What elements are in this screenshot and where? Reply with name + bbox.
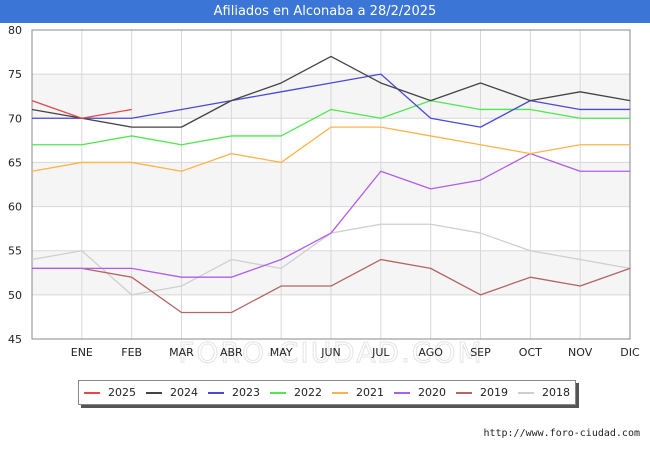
legend-swatch [394, 391, 410, 394]
y-tick-label: 80 [8, 24, 22, 37]
y-tick-label: 50 [8, 289, 22, 302]
legend-item-2021: 2021 [332, 386, 384, 399]
y-tick-label: 70 [8, 112, 22, 125]
legend-item-2019: 2019 [456, 386, 508, 399]
x-tick-label: MAY [270, 346, 293, 359]
y-tick-label: 75 [8, 68, 22, 81]
legend-label: 2022 [294, 386, 322, 399]
series-line-2021 [31, 126, 630, 172]
x-tick-label: MAR [169, 346, 194, 359]
legend-item-2024: 2024 [146, 386, 198, 399]
series-line-2025 [31, 100, 132, 119]
legend-swatch [332, 391, 348, 394]
legend-item-2023: 2023 [208, 386, 260, 399]
legend-label: 2020 [418, 386, 446, 399]
legend-label: 2023 [232, 386, 260, 399]
legend-swatch [518, 391, 534, 394]
y-tick-label: 65 [8, 156, 22, 169]
source-url[interactable]: http://www.foro-ciudad.com [483, 428, 640, 439]
legend-label: 2025 [108, 386, 136, 399]
y-tick-label: 45 [8, 333, 22, 346]
legend-swatch [208, 391, 224, 394]
x-tick-label: FEB [121, 346, 142, 359]
title-bar [0, 0, 650, 23]
legend-item-2025: 2025 [84, 386, 136, 399]
series-line-2022 [32, 99, 630, 146]
legend-item-2022: 2022 [270, 386, 322, 399]
x-tick-labels: ENE FEB MAR ABR MAY JUN JUL AGO SEP OCT NOV DIC [71, 346, 640, 359]
axes [31, 29, 631, 340]
legend-label: 2021 [356, 386, 384, 399]
x-tick-label: JUL [371, 346, 390, 359]
legend-swatch [456, 391, 472, 394]
chart-title: Afiliados en Alconaba a 28/2/2025 [213, 4, 437, 19]
x-tick-label: ENE [71, 346, 93, 359]
legend-swatch [270, 391, 286, 394]
legend-swatch [146, 391, 162, 394]
y-tick-labels: 45 50 55 60 65 70 75 80 [8, 24, 22, 346]
legend-label: 2024 [170, 386, 198, 399]
plot-border [31, 29, 631, 340]
legend-item-2020: 2020 [394, 386, 446, 399]
x-tick-label: NOV [568, 346, 593, 359]
x-tick-label: ABR [220, 346, 243, 359]
legend-item-2018: 2018 [518, 386, 570, 399]
y-tick-label: 60 [8, 201, 22, 214]
series-lines [31, 55, 631, 314]
x-tick-label: AGO [418, 346, 443, 359]
legend-label: 2018 [542, 386, 570, 399]
legend-label: 2019 [480, 386, 508, 399]
y-tick-label: 55 [8, 245, 22, 258]
x-tick-label: JUN [320, 346, 341, 359]
legend: 2025 2024 2023 2022 2021 2020 2019 2018 [78, 380, 576, 405]
series-line-2019 [32, 258, 631, 314]
legend-swatch [84, 391, 100, 394]
x-tick-label: OCT [519, 346, 542, 359]
series-line-2024 [31, 55, 631, 128]
x-tick-label: DIC [620, 346, 640, 359]
x-tick-label: SEP [470, 346, 491, 359]
watermark: FORO-CIUDAD.COM [178, 336, 483, 369]
